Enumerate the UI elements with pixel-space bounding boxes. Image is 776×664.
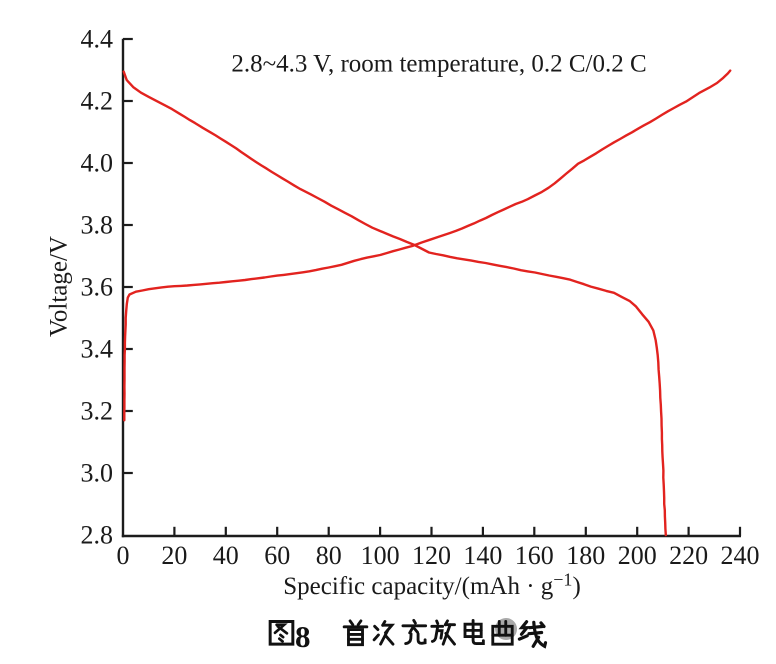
svg-text:60: 60: [264, 541, 290, 570]
svg-text:4.4: 4.4: [81, 25, 114, 54]
svg-text:4.2: 4.2: [81, 87, 114, 116]
svg-text:0: 0: [117, 541, 130, 570]
svg-text:240: 240: [721, 541, 760, 570]
svg-text:100: 100: [361, 541, 400, 570]
svg-text:3.8: 3.8: [81, 211, 114, 240]
svg-text:2.8~4.3 V, room temperature, 0: 2.8~4.3 V, room temperature, 0.2 C/0.2 C: [231, 51, 646, 78]
svg-text:140: 140: [463, 541, 502, 570]
svg-text:3.2: 3.2: [81, 397, 114, 426]
svg-text:Voltage/V: Voltage/V: [46, 236, 73, 337]
svg-text:8: 8: [295, 619, 311, 654]
svg-text:40: 40: [213, 541, 239, 570]
svg-text:4.0: 4.0: [81, 149, 114, 178]
svg-text:Specific capacity/(mAh · g−1): Specific capacity/(mAh · g−1): [283, 570, 581, 601]
svg-text:120: 120: [412, 541, 451, 570]
svg-text:2.8: 2.8: [81, 521, 114, 550]
svg-text:160: 160: [515, 541, 554, 570]
svg-text:3.0: 3.0: [81, 459, 114, 488]
svg-text:220: 220: [669, 541, 708, 570]
svg-text:200: 200: [618, 541, 657, 570]
svg-text:20: 20: [161, 541, 187, 570]
svg-text:180: 180: [566, 541, 605, 570]
svg-text:3.4: 3.4: [81, 335, 114, 364]
svg-text:80: 80: [316, 541, 342, 570]
svg-text:3.6: 3.6: [81, 273, 114, 302]
